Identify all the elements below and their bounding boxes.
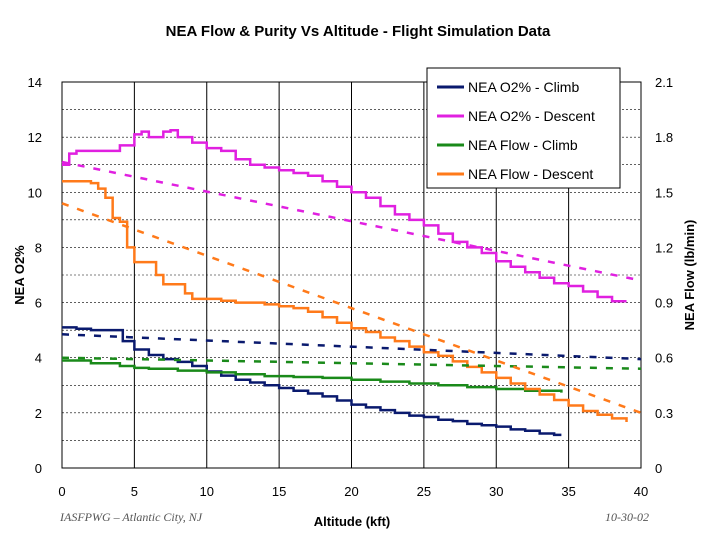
y-tick-label: 14 (28, 75, 42, 90)
plot-area (61, 81, 642, 469)
series-line (62, 326, 562, 437)
y-tick-label: 0 (35, 461, 42, 476)
y-tick-label: 8 (35, 240, 42, 255)
x-tick-label: 5 (131, 484, 138, 499)
y-tick-label: 6 (35, 296, 42, 311)
x-tick-label: 35 (561, 484, 575, 499)
y2-tick-label: 1.2 (655, 240, 673, 255)
legend: NEA O2% - Climb NEA O2% - Descent NEA Flow… (426, 67, 621, 189)
series-line (61, 356, 642, 370)
legend-label: NEA O2% - Descent (468, 108, 595, 124)
y-tick-label: 4 (35, 351, 42, 366)
x-tick-label: 25 (417, 484, 431, 499)
y-axis-label: NEA O2% (12, 245, 27, 305)
series-line (61, 160, 642, 282)
series-line (61, 333, 642, 361)
x-tick-label: 40 (634, 484, 648, 499)
y2-axis-label: NEA Flow (lb/min) (682, 220, 697, 331)
footer-right: 10-30-02 (605, 510, 649, 524)
footer-left: IASFPWG – Atlantic City, NJ (60, 510, 203, 524)
x-tick-label: 15 (272, 484, 286, 499)
x-tick-label: 0 (58, 484, 65, 499)
series-line (62, 129, 627, 303)
y2-tick-label: 0.6 (655, 351, 673, 366)
chart-title: NEA Flow & Purity Vs Altitude - Flight S… (166, 23, 551, 40)
legend-label: NEA Flow - Descent (468, 166, 593, 182)
y-tick-label: 12 (28, 130, 42, 145)
y2-tick-label: 1.5 (655, 185, 673, 200)
legend-label: NEA O2% - Climb (468, 79, 579, 95)
legend-label: NEA Flow - Climb (468, 137, 578, 153)
series-line (61, 202, 642, 415)
y2-tick-label: 1.8 (655, 130, 673, 145)
x-tick-label: 30 (489, 484, 503, 499)
series-line (62, 180, 628, 423)
y2-tick-label: 0 (655, 461, 662, 476)
x-axis-label: Altitude (kft) (314, 514, 391, 529)
y-tick-label: 10 (28, 185, 42, 200)
x-tick-label: 20 (344, 484, 358, 499)
y2-tick-label: 0.9 (655, 296, 673, 311)
y-tick-label: 2 (35, 406, 42, 421)
y2-tick-label: 2.1 (655, 75, 673, 90)
ticks-layer: 0 5 10 15 20 25 30 35 40 0 2 4 6 8 10 12 14 0 0.3 0.6 0.9 1.2… (28, 75, 674, 499)
x-tick-label: 10 (200, 484, 214, 499)
y2-tick-label: 0.3 (655, 406, 673, 421)
series-layer (61, 129, 642, 437)
series-line (62, 359, 563, 393)
